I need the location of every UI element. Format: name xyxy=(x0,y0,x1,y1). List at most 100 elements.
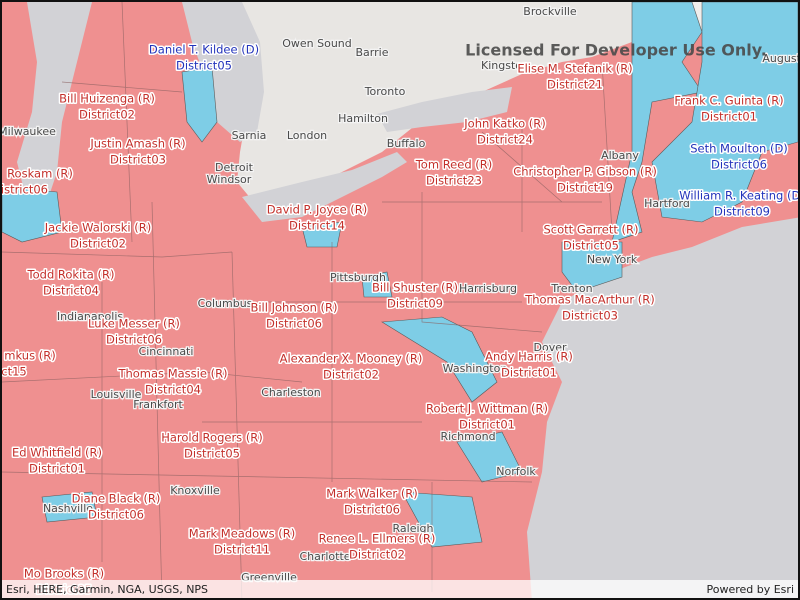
city-label: Harrisburg xyxy=(459,282,517,295)
district-number: District02 xyxy=(349,548,405,562)
district-area xyxy=(181,66,218,143)
district-number: District06 xyxy=(2,183,48,197)
district-number: District02 xyxy=(79,108,135,122)
district-area xyxy=(561,241,623,293)
representative-name: Harold Rogers (R) xyxy=(161,431,263,445)
city-label: Richmond xyxy=(440,430,495,443)
representative-name: Andy Harris (R) xyxy=(485,350,573,364)
representative-name: Alexander X. Mooney (R) xyxy=(280,352,423,366)
lake-ontario xyxy=(377,87,512,132)
city-label: London xyxy=(287,129,327,142)
representative-name: Mark Walker (R) xyxy=(326,487,418,501)
city-label: Buffalo xyxy=(387,137,426,150)
lake-erie xyxy=(242,152,407,222)
district-number: District09 xyxy=(387,297,443,311)
district-area xyxy=(456,431,523,483)
city-label: Brockville xyxy=(523,5,577,18)
district-number: District05 xyxy=(176,59,232,73)
representative-name: Luke Messer (R) xyxy=(88,317,180,331)
city-label: Norfolk xyxy=(496,465,536,478)
representative-name: Seth Moulton (D) xyxy=(690,142,788,156)
attribution[interactable]: Esri, HERE, Garmin, NGA, USGS, NPS xyxy=(6,583,209,596)
district-number: District14 xyxy=(289,219,345,233)
representative-name: mkus (R) xyxy=(4,349,55,363)
city-label: Cincinnati xyxy=(139,345,194,358)
district-number: District01 xyxy=(29,462,85,476)
representative-name: Frank C. Guinta (R) xyxy=(674,94,783,108)
city-label: Hamilton xyxy=(338,112,388,125)
district-number: District23 xyxy=(426,174,482,188)
district-number: District04 xyxy=(145,383,201,397)
city-label: Detroit xyxy=(215,161,254,174)
district-area xyxy=(361,271,393,298)
city-label: Hartford xyxy=(644,197,690,210)
representative-name: Christopher P. Gibson (R) xyxy=(513,165,657,179)
city-label: Louisville xyxy=(91,388,142,401)
representative-name: Elise M. Stefanik (R) xyxy=(517,62,632,76)
district-area xyxy=(2,186,63,243)
representative-name: Bill Johnson (R) xyxy=(250,301,337,315)
representative-name: Jackie Walorski (R) xyxy=(44,221,151,235)
district-number: District06 xyxy=(711,158,767,172)
city-label: Owen Sound xyxy=(282,37,352,50)
ocean xyxy=(527,217,798,598)
city-labels: Owen Sound Barrie Brockville Kingston Toront… xyxy=(2,4,798,586)
city-label: New York xyxy=(587,253,638,266)
city-label: Pittsburgh xyxy=(330,271,386,284)
district-number: District19 xyxy=(557,181,613,195)
city-label: Nashville xyxy=(43,502,93,515)
city-label: Kingston xyxy=(481,59,529,72)
city-label: Milwaukee xyxy=(2,125,56,138)
city-label: Sarnia xyxy=(232,129,267,142)
district-number: District01 xyxy=(459,418,515,432)
city-label: Knoxville xyxy=(170,484,220,497)
representative-name: Mo Brooks (R) xyxy=(24,567,104,581)
representative-name: Roskam (R) xyxy=(7,167,73,181)
district-number: District05 xyxy=(184,447,240,461)
district-number: District02 xyxy=(70,237,126,251)
representative-name: Bill Huizenga (R) xyxy=(59,92,155,106)
representative-name: Mark Meadows (R) xyxy=(189,527,295,541)
district-area xyxy=(301,221,343,248)
city-label: Augusta xyxy=(762,52,798,65)
city-label: Frankfort xyxy=(133,398,183,411)
city-label: Columbus xyxy=(198,297,253,310)
representative-name: Thomas Massie (R) xyxy=(117,367,227,381)
district-borders xyxy=(2,2,613,598)
city-label: Barrie xyxy=(356,46,389,59)
representative-name: Thomas MacArthur (R) xyxy=(524,293,655,307)
lake-michigan xyxy=(17,2,92,202)
district-number: District21 xyxy=(547,78,603,92)
representative-name: Renee L. Ellmers (R) xyxy=(319,532,436,546)
district-area xyxy=(401,491,483,548)
district-number: District02 xyxy=(323,368,379,382)
watermark: Licensed For Developer Use Only. xyxy=(465,41,767,60)
district-number: District06 xyxy=(106,333,162,347)
city-label: Raleigh xyxy=(393,522,434,535)
district-number: District06 xyxy=(266,317,322,331)
district-number: District01 xyxy=(501,366,557,380)
lake-huron xyxy=(182,2,264,142)
representative-name: Justin Amash (R) xyxy=(89,137,185,151)
attribution-bar: Esri, HERE, Garmin, NGA, USGS, NPS Power… xyxy=(2,580,798,598)
border-lines xyxy=(2,2,613,598)
district-number: District05 xyxy=(563,239,619,253)
city-label: Charleston xyxy=(261,386,321,399)
district-number: District06 xyxy=(88,508,144,522)
city-label: Indianapolis xyxy=(57,310,124,323)
district-number: District03 xyxy=(562,309,618,323)
powered-by[interactable]: Powered by Esri xyxy=(706,583,794,596)
city-label: Albany xyxy=(601,149,639,162)
representative-name: David P. Joyce (R) xyxy=(267,203,368,217)
representative-name: Ed Whitfield (R) xyxy=(12,446,102,460)
district-area xyxy=(651,2,798,223)
representative-name: Bill Shuster (R) xyxy=(372,281,458,295)
district-number: District11 xyxy=(214,543,270,557)
representative-name: John Katko (R) xyxy=(463,117,545,131)
representative-name: Scott Garrett (R) xyxy=(543,223,638,237)
district-number: District03 xyxy=(110,153,166,167)
city-label: Toronto xyxy=(364,85,406,98)
